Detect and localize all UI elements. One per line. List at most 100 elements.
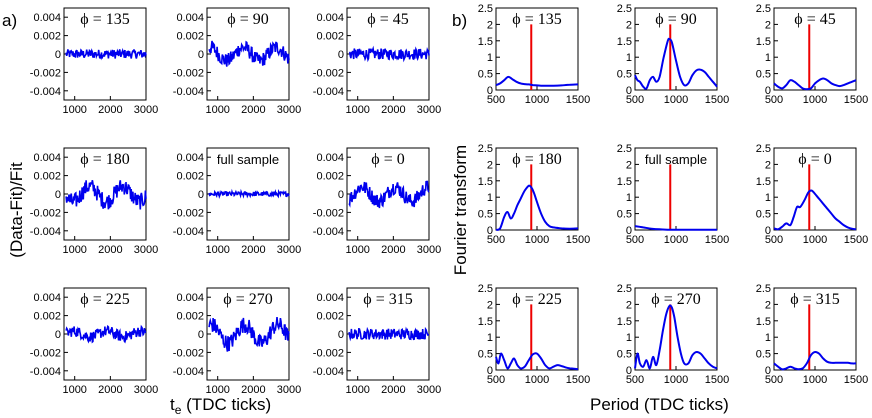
residual-subplot-title: ϕ = 225: [80, 291, 129, 308]
x-tick-label: 1000: [525, 94, 549, 106]
fourier-subplot-title: ϕ = 45: [794, 11, 835, 28]
x-tick-label: 3000: [417, 244, 441, 256]
y-tick-label: -0.004: [313, 226, 344, 238]
x-tick-label: 500: [765, 94, 783, 106]
y-tick-label: 1: [487, 192, 493, 204]
y-tick-label: 0.002: [316, 311, 344, 323]
fourier-series-line: [773, 189, 857, 231]
fourier-series-line: [495, 75, 579, 87]
x-tick-label: 1500: [705, 234, 729, 246]
y-tick-label: 0.5: [617, 209, 632, 221]
fourier-subplot-title: ϕ = 270: [651, 291, 700, 308]
y-tick-label: 1.5: [617, 176, 632, 188]
y-tick-label: 1: [765, 52, 771, 64]
y-tick-label: 1: [765, 192, 771, 204]
residual-subplot-title: ϕ = 90: [227, 11, 268, 28]
x-tick-label: 2000: [98, 104, 122, 116]
y-tick-label: 0: [626, 85, 632, 97]
x-tick-label: 500: [626, 374, 644, 386]
x-tick-label: 3000: [277, 384, 301, 396]
y-tick-label: 0.002: [33, 311, 61, 323]
y-tick-label: 2: [765, 299, 771, 311]
y-tick-label: 0.002: [176, 171, 204, 183]
panel-a-ylabel: (Data-Fit)/Fit: [7, 162, 26, 258]
y-tick-label: 0.5: [617, 349, 632, 361]
y-tick-label: 0.002: [33, 31, 61, 43]
y-tick-label: 0.002: [176, 31, 204, 43]
y-tick-label: -0.002: [313, 207, 344, 219]
y-tick-label: 2.5: [756, 143, 771, 155]
x-tick-label: 3000: [277, 244, 301, 256]
x-tick-label: 1500: [566, 234, 590, 246]
y-tick-label: 2.5: [478, 143, 493, 155]
x-tick-label: 500: [765, 234, 783, 246]
y-tick-label: 0.5: [617, 69, 632, 81]
x-tick-label: 500: [487, 234, 505, 246]
residual-series-line: [348, 45, 430, 63]
y-tick-label: 0.004: [176, 152, 204, 164]
y-tick-label: 1: [765, 332, 771, 344]
y-tick-label: 0.5: [756, 349, 771, 361]
y-tick-label: 0: [487, 225, 493, 237]
y-tick-label: 2: [765, 159, 771, 171]
y-tick-label: 0.002: [33, 171, 61, 183]
x-tick-label: 2000: [381, 104, 405, 116]
x-tick-label: 1000: [664, 234, 688, 246]
y-tick-label: 0.004: [316, 12, 344, 24]
y-tick-label: 1: [626, 332, 632, 344]
y-tick-label: 2.5: [478, 3, 493, 15]
y-tick-label: 1.5: [478, 316, 493, 328]
x-tick-label: 1000: [345, 384, 369, 396]
y-tick-label: 1.5: [617, 36, 632, 48]
panel-a-xlabel-main: t: [170, 395, 175, 414]
fourier-series-line: [773, 77, 857, 91]
y-tick-label: -0.004: [313, 86, 344, 98]
residual-subplot-title: ϕ = 180: [80, 151, 129, 168]
y-tick-label: 0.002: [316, 171, 344, 183]
x-tick-label: 1500: [844, 374, 868, 386]
y-tick-label: 0: [487, 85, 493, 97]
x-tick-label: 500: [487, 94, 505, 106]
y-tick-label: 0: [338, 49, 344, 61]
y-tick-label: 0.004: [316, 152, 344, 164]
fourier-subplot-title: ϕ = 225: [512, 291, 561, 308]
fourier-subplot-title: ϕ = 135: [512, 11, 561, 28]
x-tick-label: 3000: [417, 384, 441, 396]
y-tick-label: -0.004: [173, 366, 204, 378]
residual-series-line: [65, 47, 147, 61]
y-tick-label: 2: [487, 159, 493, 171]
y-tick-label: 0.002: [176, 311, 204, 323]
fourier-series-line: [634, 37, 718, 90]
y-tick-label: -0.002: [313, 67, 344, 79]
y-tick-label: 0.5: [478, 349, 493, 361]
panel-a-xlabel-rest: (TDC ticks): [181, 395, 271, 414]
residual-series-line: [348, 326, 429, 342]
x-tick-label: 1000: [62, 244, 86, 256]
fourier-subplot-title: ϕ = 0: [798, 151, 831, 168]
y-tick-label: 1.5: [478, 36, 493, 48]
y-tick-label: 0: [626, 225, 632, 237]
residual-series-line: [65, 180, 147, 210]
residual-subplot-title: full sample: [217, 152, 279, 167]
y-tick-label: 1: [626, 52, 632, 64]
y-tick-label: 0: [765, 85, 771, 97]
x-tick-label: 1000: [62, 104, 86, 116]
x-tick-label: 1500: [705, 94, 729, 106]
y-tick-label: 1.5: [756, 176, 771, 188]
y-tick-label: -0.002: [173, 207, 204, 219]
residual-series-line: [208, 188, 290, 200]
panel-b-xlabel: Period (TDC ticks): [590, 395, 729, 414]
residual-subplot-title: ϕ = 135: [80, 11, 129, 28]
x-tick-label: 2000: [241, 244, 265, 256]
y-tick-label: 0: [338, 189, 344, 201]
x-tick-label: 1000: [345, 104, 369, 116]
y-tick-label: 1: [487, 52, 493, 64]
y-tick-label: -0.004: [173, 226, 204, 238]
